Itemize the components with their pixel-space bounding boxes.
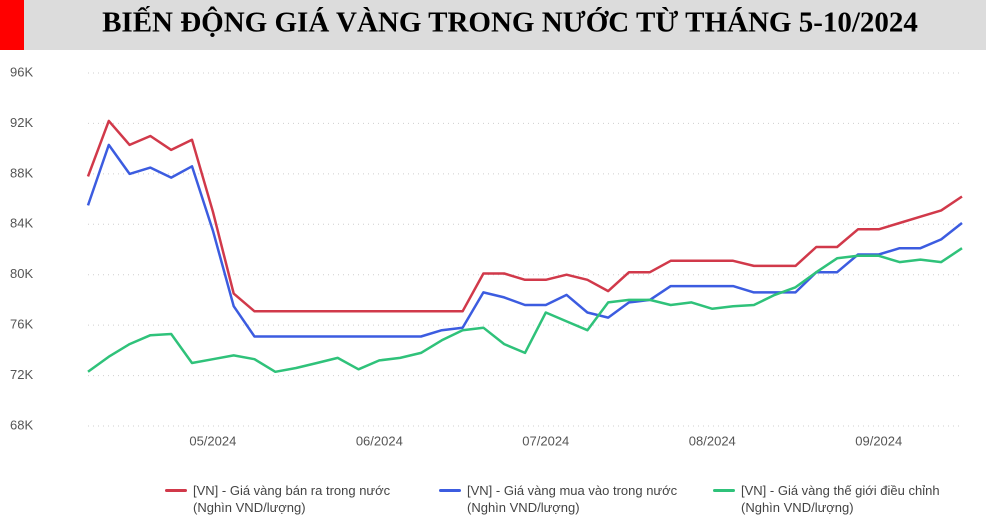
x-tick-label: 06/2024 — [356, 433, 403, 448]
legend-label: [VN] - Giá vàng bán ra trong nước (Nghìn… — [193, 483, 391, 515]
legend-label: [VN] - Giá vàng thế giới điều chỉnh (Ngh… — [741, 483, 940, 515]
title-accent — [0, 0, 24, 50]
y-tick-label: 92K — [10, 115, 33, 130]
legend: [VN] - Giá vàng bán ra trong nước (Nghìn… — [165, 482, 973, 516]
x-tick-label: 09/2024 — [855, 433, 902, 448]
legend-item[interactable]: [VN] - Giá vàng bán ra trong nước (Nghìn… — [165, 482, 425, 516]
title-bar — [0, 0, 986, 50]
legend-item[interactable]: [VN] - Giá vàng thế giới điều chỉnh (Ngh… — [713, 482, 973, 516]
y-tick-label: 84K — [10, 216, 33, 231]
legend-item[interactable]: [VN] - Giá vàng mua vào trong nước (Nghì… — [439, 482, 699, 516]
x-tick-label: 07/2024 — [522, 433, 569, 448]
legend-label: [VN] - Giá vàng mua vào trong nước (Nghì… — [467, 483, 678, 515]
legend-swatch — [713, 489, 735, 492]
y-tick-label: 76K — [10, 317, 33, 332]
legend-swatch — [165, 489, 187, 492]
series-line — [87, 247, 963, 374]
legend-swatch — [439, 489, 461, 492]
x-tick-label: 08/2024 — [689, 433, 736, 448]
y-tick-label: 80K — [10, 266, 33, 281]
y-tick-label: 68K — [10, 417, 33, 432]
y-tick-label: 88K — [10, 165, 33, 180]
y-tick-label: 96K — [10, 64, 33, 79]
y-tick-label: 72K — [10, 367, 33, 382]
x-tick-label: 05/2024 — [189, 433, 236, 448]
chart-title: BIẾN ĐỘNG GIÁ VÀNG TRONG NƯỚC TỪ THÁNG 5… — [102, 5, 918, 39]
series-line — [86, 119, 963, 313]
